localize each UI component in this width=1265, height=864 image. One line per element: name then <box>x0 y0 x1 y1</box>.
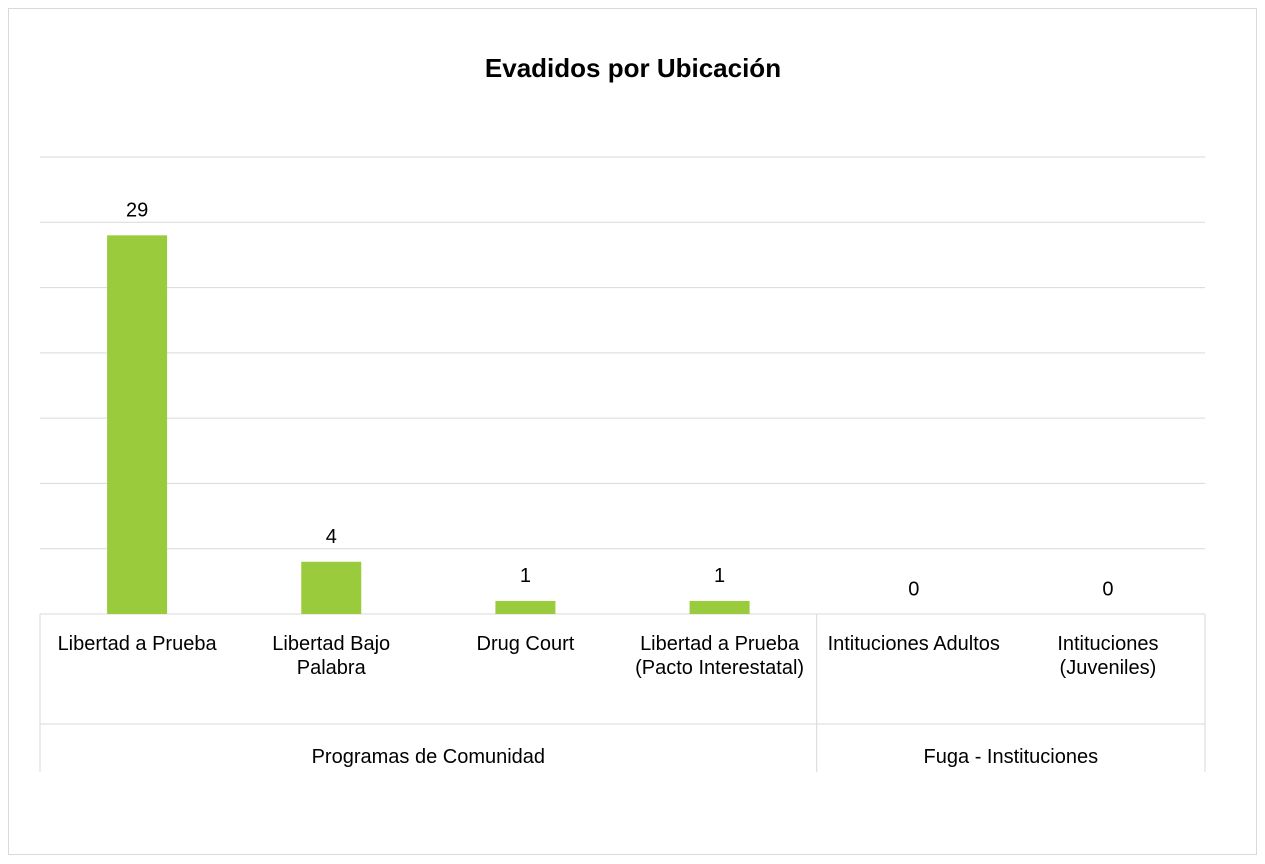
x-tick-label: Libertad a Prueba (Pacto Interestatal) <box>635 633 805 679</box>
group-label: Programas de Comunidad <box>311 746 546 768</box>
data-label: 0 <box>1102 578 1113 600</box>
chart-title: Evadidos por Ubicación <box>485 53 781 83</box>
x-tick-label: Libertad a Prueba <box>57 633 217 655</box>
x-tick-label: Libertad Bajo Palabra <box>272 633 391 679</box>
x-tick-label: Intituciones (Juveniles) <box>1057 633 1159 679</box>
data-label: 0 <box>908 578 919 600</box>
x-tick-label: Drug Court <box>476 633 575 655</box>
data-label: 4 <box>326 526 337 548</box>
bar <box>301 561 362 614</box>
bar <box>107 235 168 615</box>
data-label: 1 <box>520 565 531 587</box>
x-tick-label: Intituciones Adultos <box>827 633 1000 655</box>
chart-border <box>8 8 1257 855</box>
group-label: Fuga - Instituciones <box>923 746 1099 768</box>
data-label: 29 <box>126 200 148 222</box>
data-label: 1 <box>714 565 725 587</box>
bar <box>689 600 750 614</box>
bar <box>495 600 556 614</box>
